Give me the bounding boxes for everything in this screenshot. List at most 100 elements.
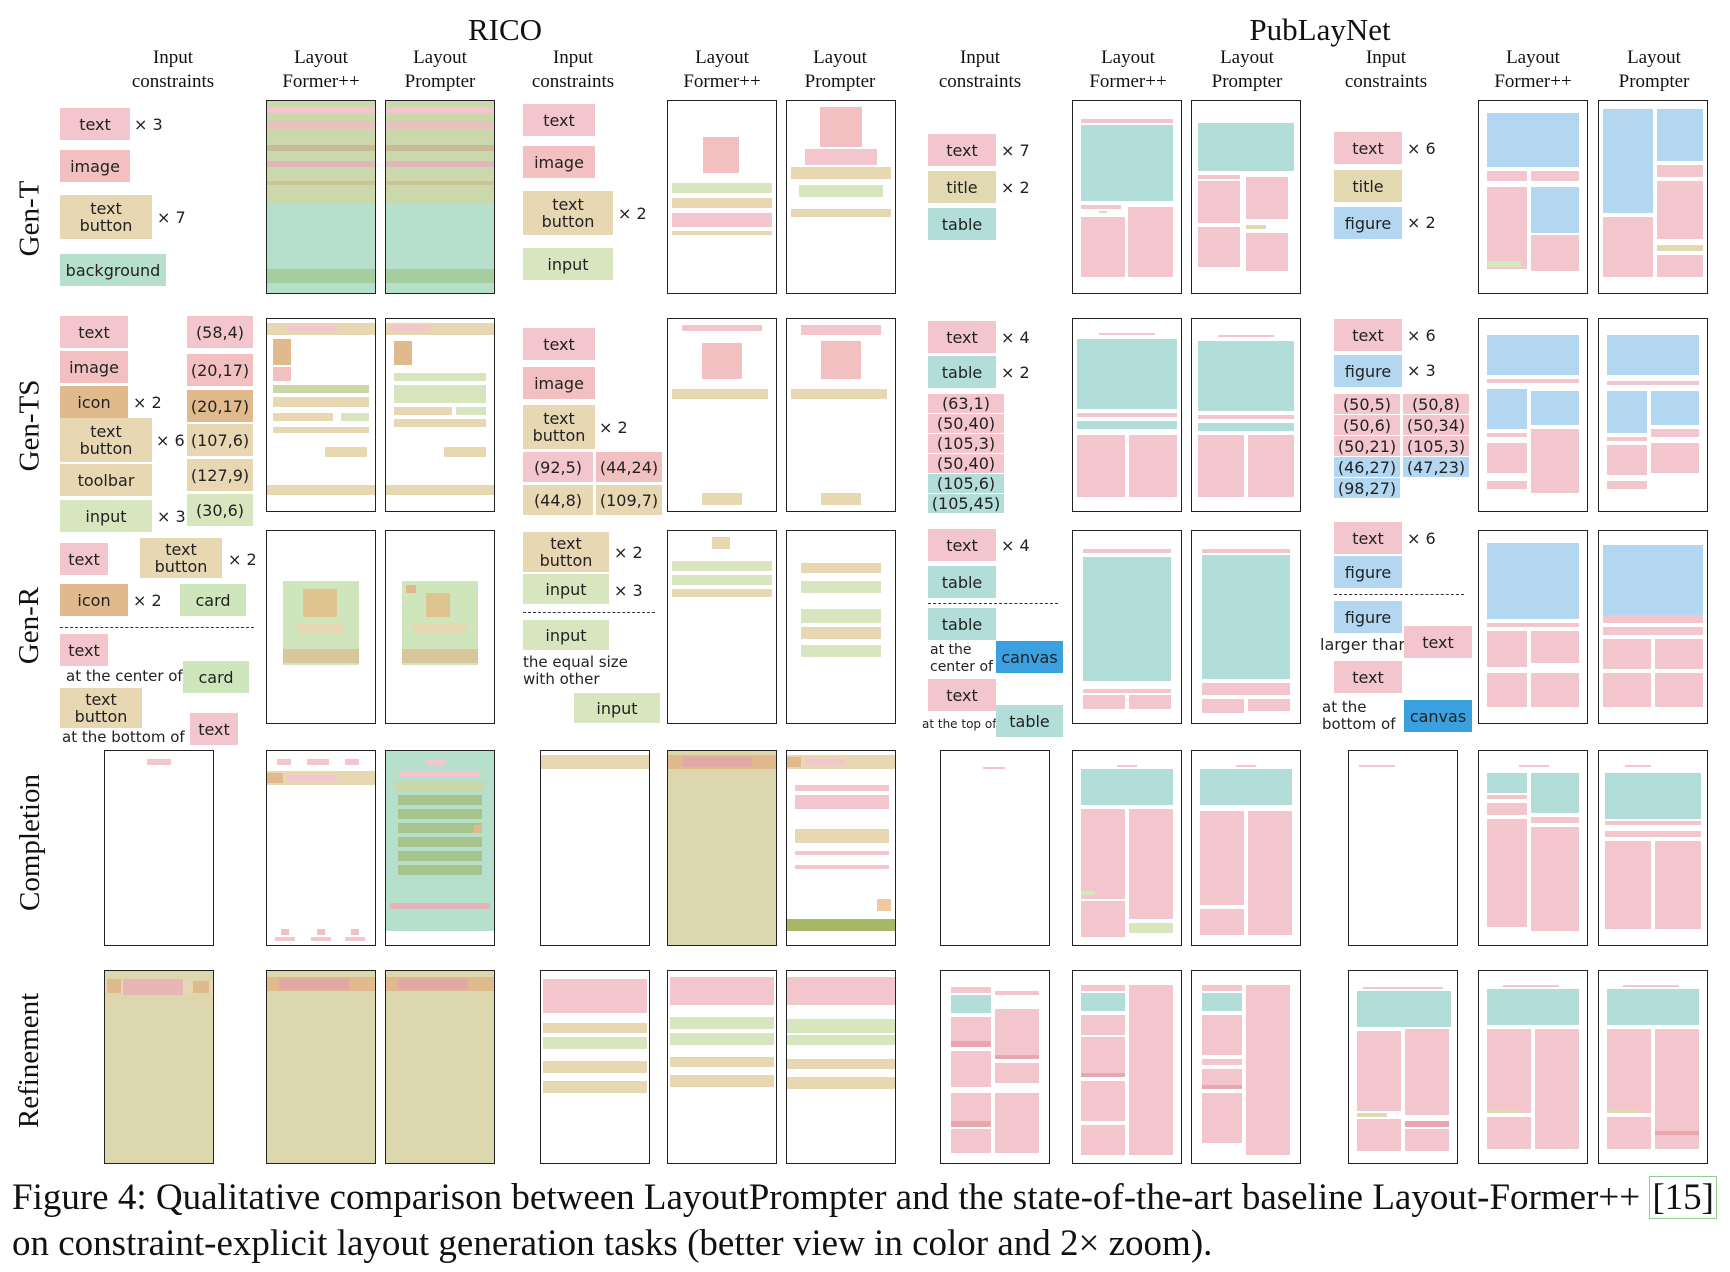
layout-element	[1202, 699, 1244, 713]
size-chip: (47,23)	[1403, 457, 1469, 477]
layout-element	[1198, 227, 1240, 267]
layout-element	[1198, 175, 1240, 179]
layout-element	[801, 325, 881, 335]
layout-element	[1202, 555, 1290, 679]
layout-element	[1081, 809, 1125, 899]
layout-element	[1081, 901, 1125, 937]
layout-element	[1081, 1015, 1125, 1035]
layout-element	[995, 991, 1039, 995]
layout-element	[287, 326, 337, 331]
size-chip: (105,3)	[1403, 436, 1469, 456]
layout-element	[1200, 769, 1292, 805]
multiplicity-label: × 4	[1001, 328, 1030, 347]
layout-element	[123, 979, 183, 995]
layout-canvas	[1598, 318, 1708, 512]
layout-element	[1487, 187, 1527, 269]
constraint-chip: table	[928, 356, 996, 388]
layout-element	[668, 751, 776, 945]
relation-label: the equal size with other	[523, 653, 628, 688]
layout-element	[1531, 391, 1579, 425]
layout-element	[995, 1055, 1039, 1059]
layout-canvas	[1348, 750, 1458, 946]
citation-link[interactable]: [15]	[1649, 1176, 1718, 1219]
relation-chip: canvas	[1404, 700, 1472, 732]
layout-element	[543, 1023, 647, 1033]
constraint-chip: title	[1334, 170, 1402, 202]
layout-element	[1657, 165, 1703, 177]
constraint-chip: text button	[523, 191, 613, 235]
layout-element	[474, 825, 482, 833]
multiplicity-label: × 7	[1001, 141, 1030, 160]
layout-canvas	[1191, 970, 1301, 1164]
layout-element	[787, 1019, 895, 1033]
layout-element	[390, 903, 490, 909]
col-header-lp: Layout Prompter	[1211, 47, 1283, 92]
layout-element	[821, 493, 861, 505]
layout-element	[672, 231, 772, 235]
constraint-chip: input	[60, 500, 152, 532]
layout-canvas	[540, 970, 650, 1164]
layout-element	[951, 1041, 991, 1047]
layout-canvas	[786, 750, 896, 946]
layout-element	[543, 979, 647, 1013]
relation-chip: card	[183, 661, 249, 693]
col-header-lp: Layout Prompter	[1618, 47, 1690, 92]
multiplicity-label: × 3	[614, 581, 643, 600]
size-chip: (50,6)	[1334, 415, 1400, 435]
layout-element	[995, 1009, 1039, 1055]
layout-element	[1605, 841, 1651, 929]
dataset-title-publaynet: PubLayNet	[1249, 12, 1391, 47]
relation-chip: text	[1404, 626, 1472, 658]
constraint-chip: table	[928, 208, 996, 240]
layout-element	[1246, 233, 1288, 271]
size-chip: (50,40)	[928, 454, 1004, 473]
layout-element	[1607, 381, 1699, 385]
layout-element	[107, 979, 121, 993]
layout-canvas	[1348, 970, 1458, 1164]
layout-element	[1081, 769, 1173, 805]
layout-element	[1200, 811, 1244, 905]
layout-element	[1359, 765, 1395, 767]
constraint-chip: icon	[60, 386, 128, 418]
layout-element	[1129, 435, 1177, 497]
layout-element	[801, 627, 881, 639]
layout-element	[1099, 333, 1155, 335]
layout-element	[147, 759, 171, 765]
layout-canvas	[1598, 100, 1708, 294]
layout-element	[1531, 187, 1579, 233]
layout-element	[105, 971, 213, 1163]
layout-element	[1198, 123, 1294, 171]
layout-canvas	[266, 750, 376, 946]
layout-element	[1651, 429, 1699, 437]
size-chip: (92,5)	[523, 452, 593, 482]
dataset-title-rico: RICO	[467, 12, 543, 47]
layout-element	[456, 407, 486, 415]
layout-canvas	[786, 530, 896, 724]
multiplicity-label: × 2	[1001, 363, 1030, 382]
layout-element	[1129, 985, 1173, 1155]
layout-element	[287, 775, 337, 781]
layout-element	[1357, 1119, 1401, 1151]
layout-element	[1603, 673, 1651, 707]
layout-element	[273, 367, 291, 381]
layout-element	[1603, 639, 1651, 669]
layout-element	[1077, 421, 1177, 429]
layout-canvas	[667, 750, 777, 946]
layout-canvas	[1598, 750, 1708, 946]
layout-element	[1657, 255, 1703, 277]
layout-element	[951, 1093, 991, 1123]
layout-element	[1487, 1117, 1531, 1149]
relation-label: larger than	[1320, 635, 1409, 654]
layout-element	[1607, 445, 1647, 475]
size-chip: (50,8)	[1403, 394, 1469, 414]
layout-element	[1129, 923, 1173, 933]
layout-element	[277, 759, 291, 765]
divider	[1334, 594, 1464, 595]
layout-element	[1200, 909, 1244, 935]
relation-label: at the center of	[66, 667, 183, 685]
layout-element	[1487, 433, 1527, 437]
layout-element	[386, 181, 494, 185]
relation-label: at the center of	[930, 642, 993, 675]
layout-canvas	[1191, 750, 1301, 946]
layout-canvas	[1478, 318, 1588, 512]
